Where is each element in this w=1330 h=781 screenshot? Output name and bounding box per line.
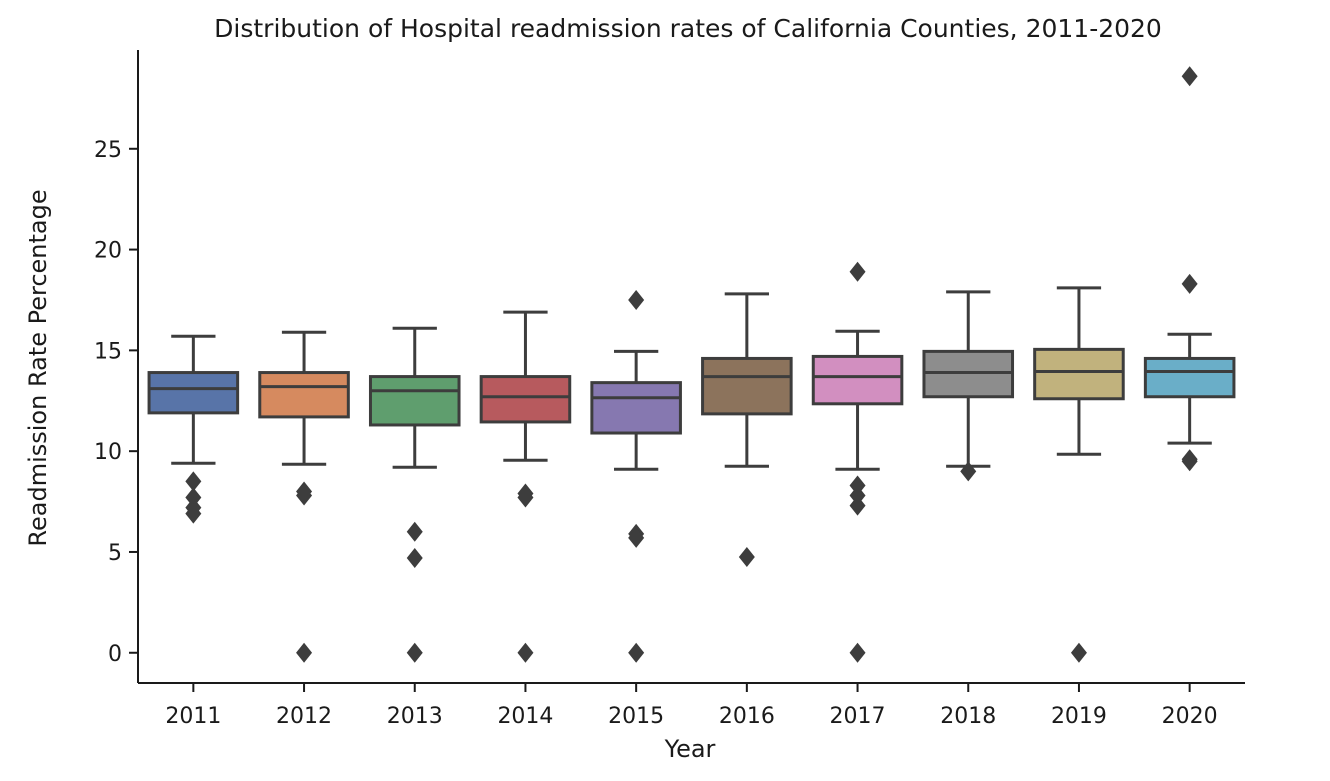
x-axis-title: Year bbox=[664, 735, 716, 763]
y-tick-label: 20 bbox=[94, 239, 122, 264]
outlier-point bbox=[1181, 66, 1198, 87]
outlier-point bbox=[406, 642, 423, 663]
x-tick-label: 2018 bbox=[940, 704, 996, 729]
x-tick-label: 2012 bbox=[276, 704, 332, 729]
box-2012 bbox=[258, 371, 350, 419]
y-tick-label: 5 bbox=[108, 541, 122, 566]
outlier-point bbox=[849, 485, 866, 506]
box-2015 bbox=[590, 381, 682, 435]
outlier-point bbox=[849, 495, 866, 516]
x-tick-label: 2011 bbox=[165, 704, 221, 729]
outlier-point bbox=[849, 642, 866, 663]
y-tick-label: 25 bbox=[94, 138, 122, 163]
outlier-point bbox=[628, 289, 645, 310]
plot-area: 0 5 10 15 20 25 2011 2012 2013 2014 2015 2016 2017 20… bbox=[94, 50, 1245, 729]
outlier-point bbox=[1181, 273, 1198, 294]
outlier-point bbox=[738, 547, 755, 568]
outlier-point bbox=[185, 471, 202, 492]
y-tick-label: 10 bbox=[94, 440, 122, 465]
box-2016 bbox=[701, 356, 793, 416]
outlier-point bbox=[185, 503, 202, 524]
x-tick-label: 2013 bbox=[387, 704, 443, 729]
x-tick-label: 2019 bbox=[1051, 704, 1107, 729]
x-tick-label: 2016 bbox=[719, 704, 775, 729]
outlier-point bbox=[960, 461, 977, 482]
outlier-point bbox=[517, 642, 534, 663]
box-2020 bbox=[1143, 356, 1236, 399]
y-tick-label: 15 bbox=[94, 339, 122, 364]
outlier-point bbox=[849, 475, 866, 496]
box-2013 bbox=[368, 375, 461, 427]
outlier-point bbox=[185, 487, 202, 508]
outlier-point bbox=[296, 485, 313, 506]
outlier-point bbox=[1070, 642, 1087, 663]
outlier-point bbox=[1181, 451, 1198, 472]
box-2019 bbox=[1033, 347, 1125, 401]
y-tick-label: 0 bbox=[108, 642, 122, 667]
x-tick-label: 2015 bbox=[608, 704, 664, 729]
box-2017 bbox=[811, 354, 904, 406]
outlier-point bbox=[628, 642, 645, 663]
x-tick-label: 2020 bbox=[1162, 704, 1218, 729]
box-2018 bbox=[922, 349, 1015, 399]
outlier-point bbox=[406, 521, 423, 542]
x-tick-label: 2017 bbox=[830, 704, 886, 729]
y-axis-title: Readmission Rate Percentage bbox=[24, 189, 52, 546]
outlier-point bbox=[849, 261, 866, 282]
chart-title: Distribution of Hospital readmission rat… bbox=[214, 14, 1162, 43]
outlier-point bbox=[406, 548, 423, 569]
box-2014 bbox=[479, 375, 572, 424]
outlier-point bbox=[517, 487, 534, 508]
box-2011 bbox=[147, 371, 240, 415]
outlier-point bbox=[628, 527, 645, 548]
x-tick-label: 2014 bbox=[497, 704, 553, 729]
outlier-point bbox=[296, 642, 313, 663]
